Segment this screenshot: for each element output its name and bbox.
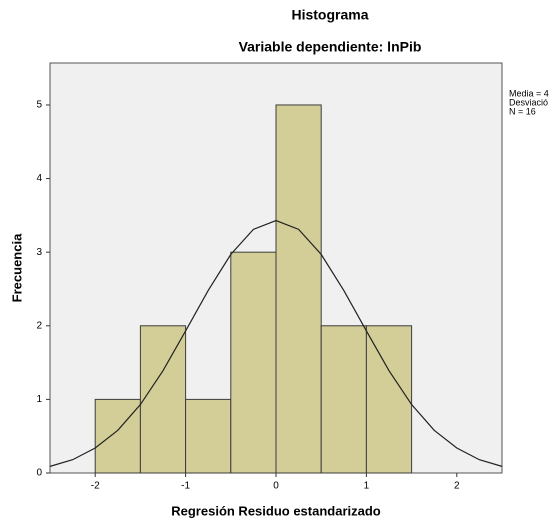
x-tick-label: -2 — [91, 481, 100, 492]
y-tick-label: 1 — [36, 394, 42, 405]
x-axis-label: Regresión Residuo estandarizado — [171, 503, 381, 518]
x-tick-label: 1 — [364, 481, 370, 492]
y-tick-label: 5 — [36, 100, 42, 111]
x-tick-label: 2 — [454, 481, 460, 492]
annotation: Media = 4 — [509, 88, 549, 98]
chart-subtitle: Variable dependiente: lnPib — [239, 39, 422, 55]
y-tick-label: 0 — [36, 468, 42, 479]
annotation: Desviació — [509, 97, 548, 107]
bar — [320, 325, 367, 474]
x-tick-label: -1 — [181, 481, 190, 492]
bar — [275, 104, 322, 474]
bar — [94, 398, 141, 474]
annotation: N = 16 — [509, 106, 536, 116]
bar — [185, 398, 232, 474]
bar — [230, 251, 277, 474]
y-axis-label: Frecuencia — [9, 233, 24, 302]
y-tick-label: 2 — [36, 320, 42, 331]
chart-title: Histograma — [291, 7, 368, 23]
y-tick-label: 4 — [36, 173, 42, 184]
y-tick-label: 3 — [36, 247, 42, 258]
bar — [139, 325, 187, 474]
bar — [365, 325, 413, 474]
normal-curve — [49, 219, 503, 467]
x-tick-label: 0 — [273, 481, 279, 492]
